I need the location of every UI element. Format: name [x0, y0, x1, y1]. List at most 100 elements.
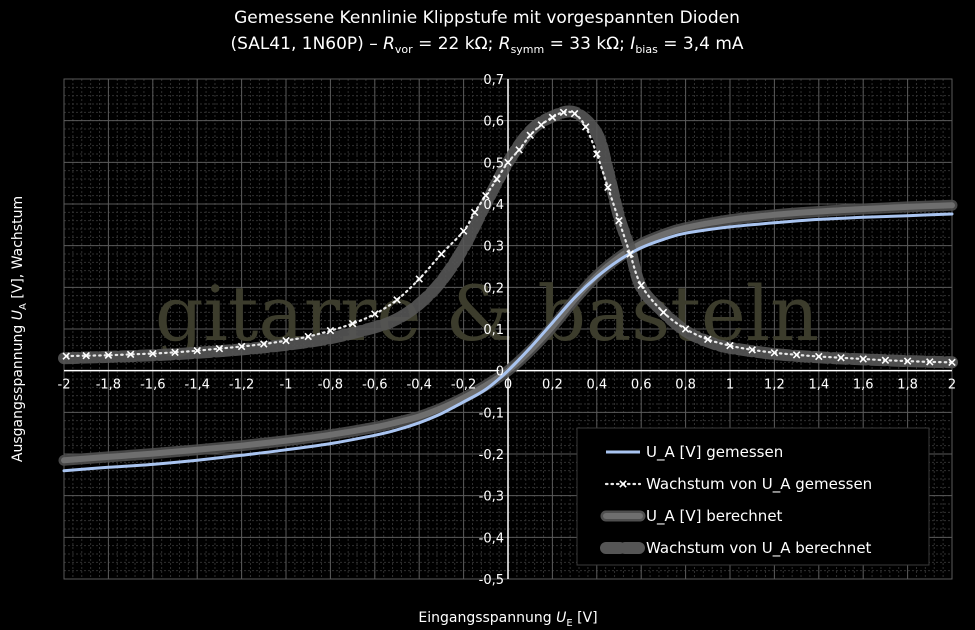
- point-marker-stroke: [415, 275, 423, 283]
- series-wachstum-gemessen-point: [604, 183, 612, 192]
- point-marker-stroke: [881, 356, 890, 365]
- series-wachstum-gemessen: [62, 108, 956, 367]
- point-marker-stroke: [504, 158, 512, 167]
- legend: U_A [V] gemessen Wachstum von U_A gemesse…: [576, 427, 930, 566]
- series-wachstum-gemessen-point: [515, 146, 523, 154]
- point-marker-stroke: [537, 121, 546, 129]
- point-marker-stroke: [926, 358, 934, 366]
- series-wachstum-gemessen-point: [881, 356, 890, 365]
- legend-item-wachstum-gemessen: Wachstum von U_A gemessen: [604, 475, 872, 494]
- point-marker-stroke: [859, 355, 867, 363]
- point-marker-stroke: [371, 310, 379, 318]
- subtitle-r-symm: R: [499, 34, 511, 54]
- chart-subtitle: (SAL41, 1N60P) – Rvor = 22 kΩ; Rsymm = 3…: [230, 34, 743, 56]
- series-wachstum-gemessen-point: [282, 336, 290, 345]
- x-tick-label: 1,2: [764, 378, 785, 393]
- subtitle-vor-sub: vor: [395, 43, 413, 56]
- x-axis-title-unit: [V]: [573, 610, 598, 626]
- series-wachstum-gemessen-point: [193, 346, 201, 355]
- series-wachstum-gemessen-point: [903, 357, 912, 365]
- legend-item-wachstum-berechnet: Wachstum von U_A berechnet: [600, 539, 872, 558]
- x-tick-label: -1: [280, 378, 293, 393]
- point-marker-stroke: [326, 326, 335, 335]
- series-wachstum-gemessen-point: [171, 348, 179, 357]
- legend-marker-stroke: [619, 480, 627, 488]
- point-marker-stroke: [515, 146, 523, 154]
- series-wachstum-gemessen-point: [493, 175, 501, 183]
- point-marker-stroke: [82, 351, 90, 360]
- series-wachstum-gemessen-point: [459, 227, 468, 235]
- subtitle-i-bias: I: [630, 34, 635, 54]
- y-tick-labels: 0,7 0,6 0,5 0,4 0,3 0,2 0,1 0 -0,1 -0,2 -0,3 -0,4 -0…: [479, 73, 504, 588]
- legend-label-wachstum-berechnet: Wachstum von U_A berechnet: [646, 539, 872, 558]
- x-tick-label: 1,6: [853, 378, 874, 393]
- point-marker-stroke: [726, 341, 734, 350]
- series-wachstum-gemessen-point: [548, 113, 557, 122]
- point-marker-stroke: [903, 357, 912, 365]
- point-marker-stroke: [559, 108, 568, 117]
- point-marker-stroke: [581, 123, 590, 131]
- series-wachstum-gemessen-point: [526, 131, 534, 140]
- series-wachstum-gemessen-point: [393, 296, 401, 304]
- point-marker-stroke: [237, 342, 246, 351]
- series-wachstum-gemessen-point: [681, 325, 690, 333]
- legend-item-ua-berechnet: U_A [V] berechnet: [600, 507, 783, 526]
- x-tick-label: -2: [58, 378, 71, 393]
- y-tick-label: 0,1: [483, 323, 504, 338]
- point-marker-stroke: [815, 352, 823, 361]
- x-tick-label: 0: [504, 378, 512, 393]
- point-marker-stroke: [704, 335, 712, 344]
- legend-label-ua-berechnet: U_A [V] berechnet: [646, 507, 783, 526]
- series-wachstum-gemessen-point: [82, 351, 90, 360]
- series-wachstum-gemessen-point: [770, 348, 779, 357]
- x-tick-label: 0,8: [675, 378, 696, 393]
- point-marker-stroke: [149, 349, 157, 358]
- series-wachstum-gemessen-point: [748, 346, 756, 354]
- y-tick-label: -0,1: [479, 406, 504, 421]
- point-marker-stroke: [526, 131, 534, 140]
- subtitle-prefix: (SAL41, 1N60P) –: [230, 34, 383, 54]
- legend-item-ua-gemessen: U_A [V] gemessen: [606, 443, 783, 462]
- series-wachstum-gemessen-point: [482, 191, 490, 200]
- series-wachstum-gemessen-point: [260, 340, 268, 348]
- y-tick-label: 0,4: [483, 198, 504, 213]
- x-tick-label: -1,6: [140, 378, 165, 393]
- series-wachstum-gemessen-point: [626, 250, 634, 258]
- x-tick-label: -1,8: [96, 378, 121, 393]
- x-tick-label: 0,2: [542, 378, 563, 393]
- point-marker-stroke: [104, 351, 113, 360]
- x-tick-label: -0,4: [407, 378, 432, 393]
- series-wachstum-gemessen-point: [726, 341, 734, 350]
- point-marker-stroke: [659, 308, 668, 317]
- x-tick-label: -1,2: [229, 378, 254, 393]
- series-wachstum-gemessen-point: [837, 353, 845, 362]
- series-wachstum-gemessen-point: [926, 358, 934, 366]
- series-wachstum-gemessen-point: [570, 109, 579, 118]
- series-wachstum-gemessen-point: [593, 150, 601, 158]
- subtitle-r-vor: R: [383, 34, 395, 54]
- subtitle-bias-sub: bias: [635, 43, 658, 56]
- series-wachstum-gemessen-point: [348, 319, 357, 328]
- x-tick-label: -1,4: [185, 378, 210, 393]
- point-marker-stroke: [171, 348, 179, 357]
- point-marker-stroke: [470, 208, 479, 217]
- series-wachstum-gemessen-point: [537, 121, 546, 129]
- y-tick-label: -0,3: [479, 490, 504, 505]
- point-marker-stroke: [548, 113, 557, 122]
- series-wachstum-gemessen-point: [415, 275, 423, 283]
- y-tick-label: 0,6: [483, 115, 504, 130]
- y-tick-label: -0,2: [479, 448, 504, 463]
- x-axis-title-var: U: [556, 610, 566, 626]
- point-marker-stroke: [282, 336, 290, 345]
- y-tick-label: 0,7: [483, 73, 504, 88]
- subtitle-bias-val: = 3,4 mA: [658, 34, 744, 54]
- x-tick-label: -0,6: [362, 378, 387, 393]
- point-marker-stroke: [459, 227, 468, 235]
- y-tick-label: 0,3: [483, 240, 504, 255]
- series-wachstum-gemessen-point: [615, 216, 623, 225]
- series-wachstum-gemessen-point: [371, 310, 379, 318]
- point-marker-stroke: [62, 352, 70, 360]
- x-tick-label: -0,8: [318, 378, 343, 393]
- point-marker-stroke: [482, 191, 490, 200]
